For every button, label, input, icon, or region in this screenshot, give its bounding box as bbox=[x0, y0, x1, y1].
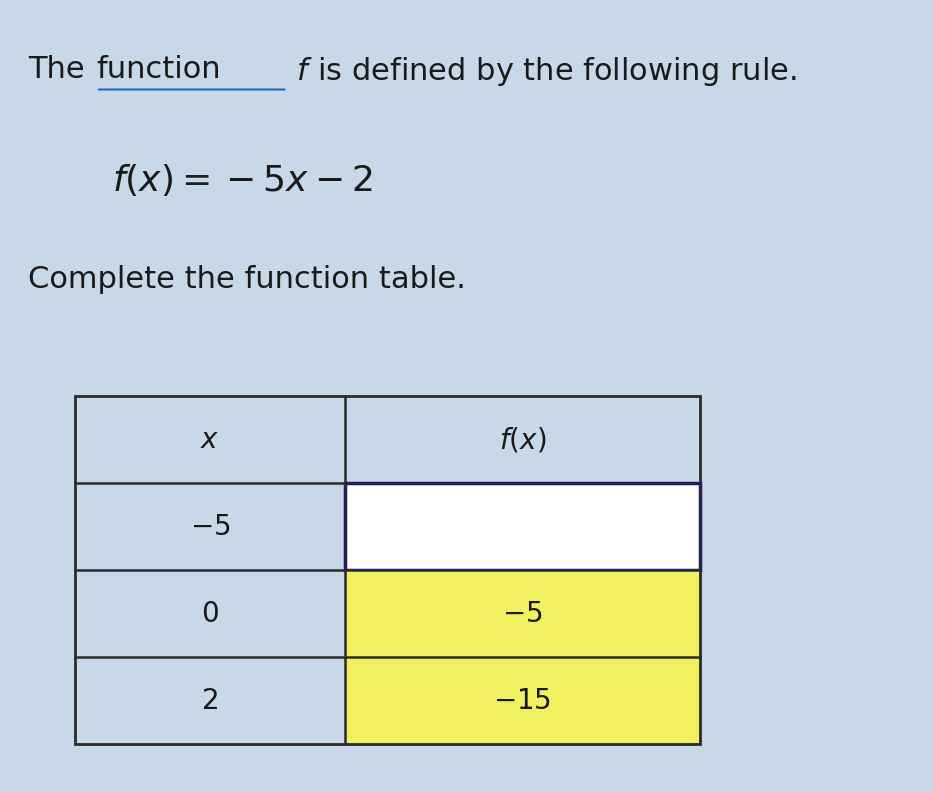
Text: $f(x)$: $f(x)$ bbox=[499, 425, 546, 454]
Text: $-5$: $-5$ bbox=[502, 600, 543, 628]
Text: $-15$: $-15$ bbox=[494, 687, 551, 715]
Text: $-5$: $-5$ bbox=[189, 512, 230, 541]
Bar bbox=[345, 657, 700, 744]
Text: The: The bbox=[28, 55, 94, 85]
Bar bbox=[345, 570, 700, 657]
Text: $2$: $2$ bbox=[202, 687, 218, 715]
Bar bbox=[345, 483, 700, 570]
Text: function: function bbox=[96, 55, 221, 85]
Text: $x$: $x$ bbox=[201, 425, 219, 454]
Text: $f(x) = -5x - 2$: $f(x) = -5x - 2$ bbox=[112, 162, 373, 198]
Text: $0$: $0$ bbox=[201, 600, 219, 628]
Text: $f$ is defined by the following rule.: $f$ is defined by the following rule. bbox=[287, 55, 797, 89]
Bar bbox=[75, 396, 700, 744]
Text: Complete the function table.: Complete the function table. bbox=[28, 265, 466, 295]
